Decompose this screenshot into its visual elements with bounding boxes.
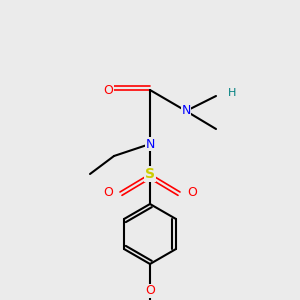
Text: O: O (145, 284, 155, 298)
Text: S: S (145, 167, 155, 181)
Text: O: O (187, 185, 197, 199)
Text: N: N (145, 137, 155, 151)
Text: O: O (103, 83, 113, 97)
Text: O: O (103, 185, 113, 199)
Text: N: N (181, 104, 191, 118)
Text: H: H (228, 88, 237, 98)
